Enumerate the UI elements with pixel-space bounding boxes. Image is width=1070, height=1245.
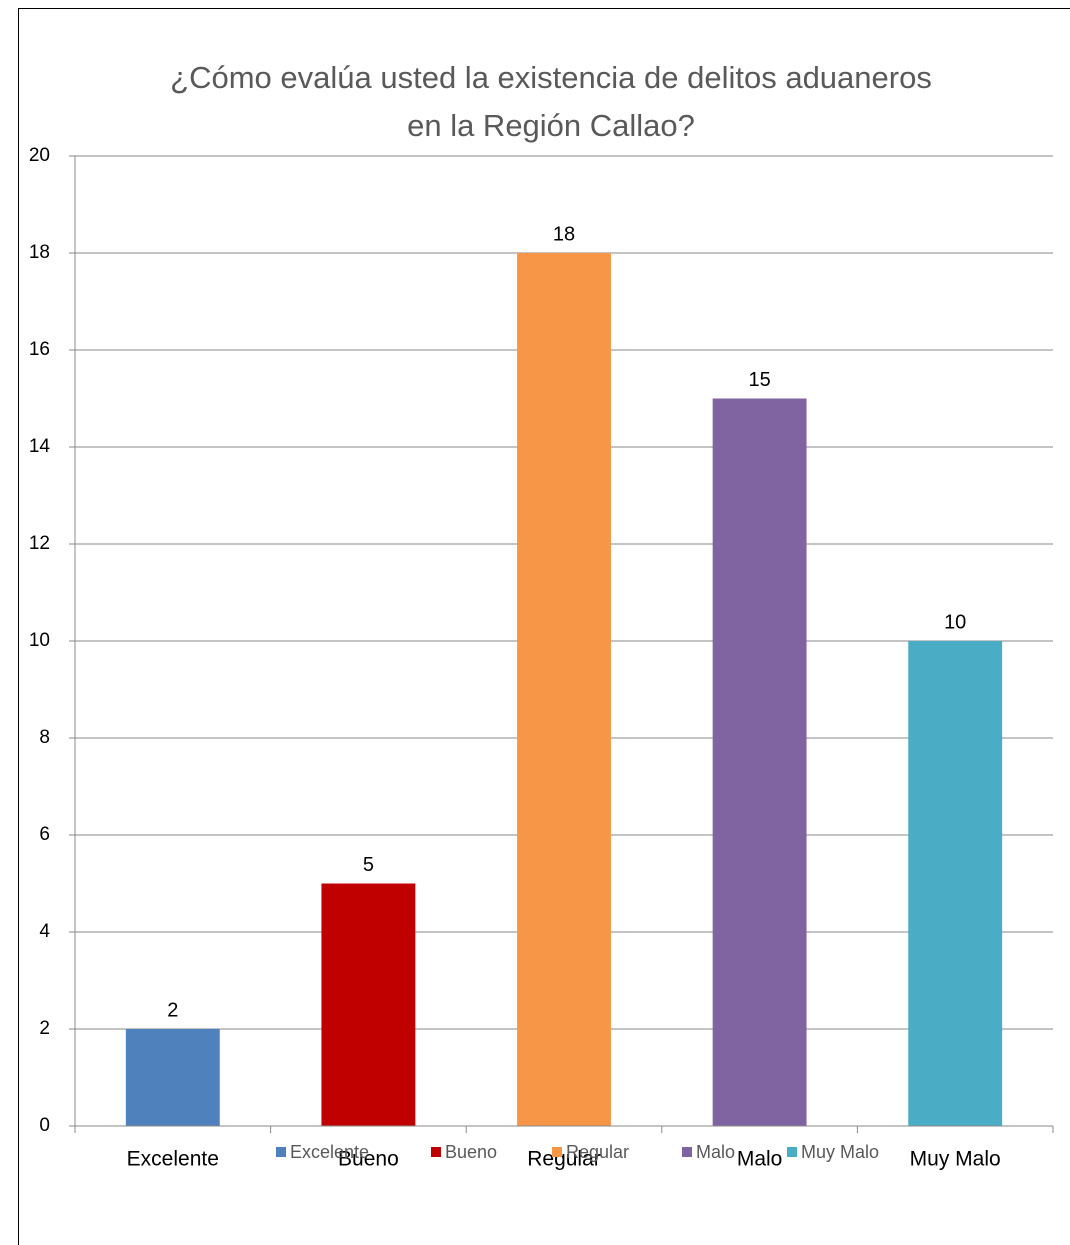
y-tick-label: 12 xyxy=(29,533,50,554)
data-label: 15 xyxy=(748,369,770,391)
legend-swatch xyxy=(787,1147,797,1157)
chart-title: ¿Cómo evalúa usted la existencia de deli… xyxy=(170,60,932,95)
y-tick-label: 18 xyxy=(29,242,50,263)
y-tick-label: 10 xyxy=(29,630,50,651)
legend-swatch xyxy=(682,1147,692,1157)
y-tick-label: 4 xyxy=(39,921,50,942)
legend-swatch xyxy=(431,1147,441,1157)
y-tick-label: 8 xyxy=(39,727,50,748)
chart-title: en la Región Callao? xyxy=(407,108,695,143)
x-tick-label: Regular xyxy=(527,1148,601,1171)
y-tick-label: 16 xyxy=(29,339,50,360)
y-tick-label: 0 xyxy=(39,1115,50,1136)
y-tick-label: 14 xyxy=(29,436,51,457)
y-tick-label: 6 xyxy=(39,824,50,845)
bar xyxy=(125,1029,220,1126)
bar xyxy=(908,641,1003,1126)
legend-label: Regular xyxy=(566,1142,629,1162)
legend-label: Bueno xyxy=(445,1142,497,1162)
bar xyxy=(517,253,611,1126)
bar xyxy=(712,398,807,1126)
chart-frame xyxy=(18,8,1070,1245)
x-tick-label: Excelente xyxy=(127,1148,219,1171)
data-label: 10 xyxy=(944,611,966,633)
legend-swatch xyxy=(552,1147,562,1157)
bar xyxy=(321,883,416,1126)
x-tick-label: Muy Malo xyxy=(910,1148,1001,1171)
data-label: 18 xyxy=(553,223,575,245)
legend-label: Excelente xyxy=(290,1142,369,1162)
data-label: 2 xyxy=(167,999,178,1021)
legend-label: Malo xyxy=(696,1142,735,1162)
y-tick-label: 20 xyxy=(29,145,50,166)
legend-swatch xyxy=(276,1147,286,1157)
x-tick-label: Bueno xyxy=(338,1148,399,1171)
data-label: 5 xyxy=(363,854,374,876)
y-tick-label: 2 xyxy=(39,1018,50,1039)
x-tick-label: Malo xyxy=(737,1148,783,1171)
legend-label: Muy Malo xyxy=(801,1142,879,1162)
